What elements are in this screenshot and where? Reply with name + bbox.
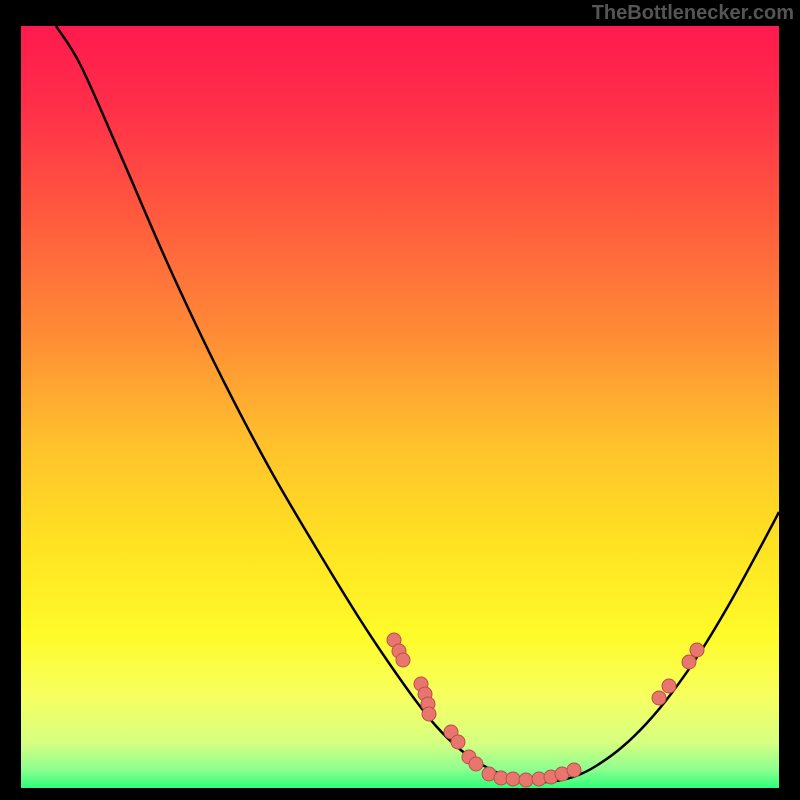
data-point	[422, 707, 436, 721]
data-point	[451, 735, 465, 749]
data-point	[662, 679, 676, 693]
watermark-text: TheBottlenecker.com	[592, 2, 794, 25]
plot-area	[21, 26, 779, 788]
data-point	[567, 763, 581, 777]
data-point	[519, 773, 533, 787]
data-point	[682, 655, 696, 669]
data-point	[396, 653, 410, 667]
data-point	[652, 691, 666, 705]
data-point	[690, 643, 704, 657]
data-point	[469, 757, 483, 771]
bottleneck-curve	[56, 26, 779, 782]
data-markers	[387, 633, 704, 787]
data-point	[506, 772, 520, 786]
chart-svg	[21, 26, 779, 788]
